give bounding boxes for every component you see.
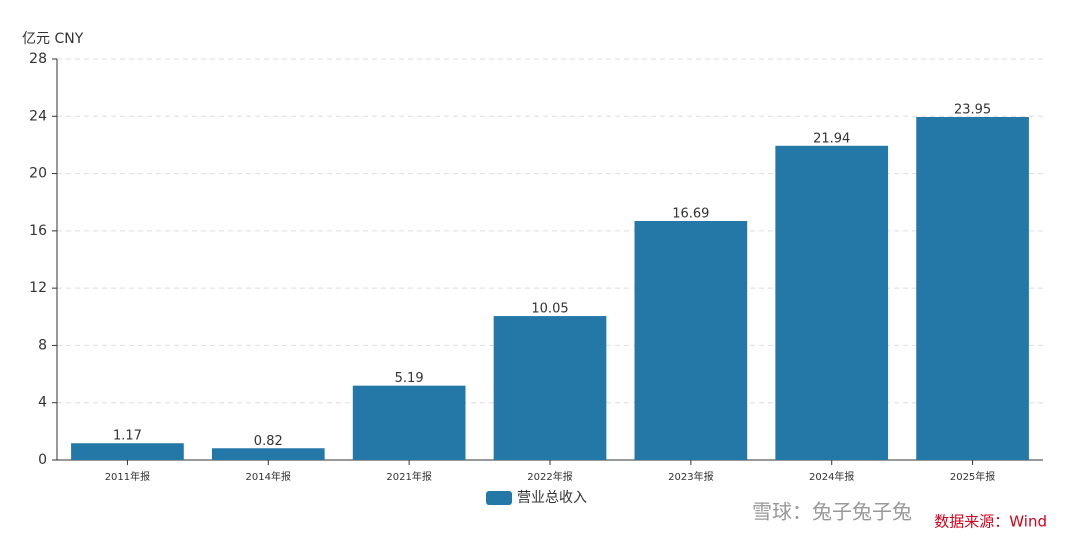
bar — [775, 145, 889, 461]
y-tick-label: 20 — [29, 166, 47, 182]
value-label: 10.05 — [531, 302, 568, 317]
x-tick-label: 2022年报 — [527, 470, 572, 483]
bar — [493, 316, 607, 460]
bar — [352, 385, 466, 460]
y-tick-label: 12 — [29, 280, 47, 296]
y-tick-label: 8 — [38, 337, 47, 353]
y-unit: 亿元 CNY — [22, 31, 84, 47]
x-tick-label: 2011年报 — [105, 470, 150, 483]
watermark: 雪球：兔子兔子兔 — [752, 500, 912, 524]
value-label: 23.95 — [954, 103, 991, 118]
x-tick-label: 2024年报 — [809, 470, 854, 483]
bar — [71, 443, 184, 460]
x-tick-label: 2014年报 — [246, 470, 291, 483]
source-note: 数据来源：Wind — [934, 513, 1047, 531]
value-label: 5.19 — [395, 371, 424, 386]
y-tick-label: 0 — [38, 452, 47, 468]
y-tick-label: 24 — [29, 108, 47, 124]
y-tick-label: 16 — [29, 223, 47, 239]
value-label: 16.69 — [672, 206, 709, 221]
value-label: 21.94 — [813, 131, 850, 146]
legend-swatch — [486, 491, 512, 505]
x-tick-label: 2021年报 — [386, 470, 431, 483]
bar — [211, 448, 325, 460]
x-tick-label: 2023年报 — [668, 470, 713, 483]
y-tick-label: 28 — [29, 51, 47, 67]
value-label: 1.17 — [113, 429, 142, 444]
legend-label: 营业总收入 — [517, 490, 587, 506]
bar — [916, 117, 1029, 461]
x-tick-label: 2025年报 — [950, 470, 995, 483]
bar — [634, 220, 748, 460]
y-tick-label: 4 — [38, 395, 47, 411]
value-label: 0.82 — [254, 434, 283, 449]
